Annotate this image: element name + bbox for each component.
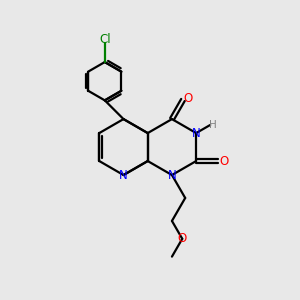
Text: N: N <box>119 169 128 182</box>
Text: N: N <box>192 127 200 140</box>
Text: Cl: Cl <box>99 33 111 46</box>
Text: O: O <box>219 154 228 167</box>
Text: O: O <box>184 92 193 105</box>
Text: N: N <box>168 169 176 182</box>
Text: H: H <box>209 120 217 130</box>
Text: O: O <box>178 232 187 245</box>
